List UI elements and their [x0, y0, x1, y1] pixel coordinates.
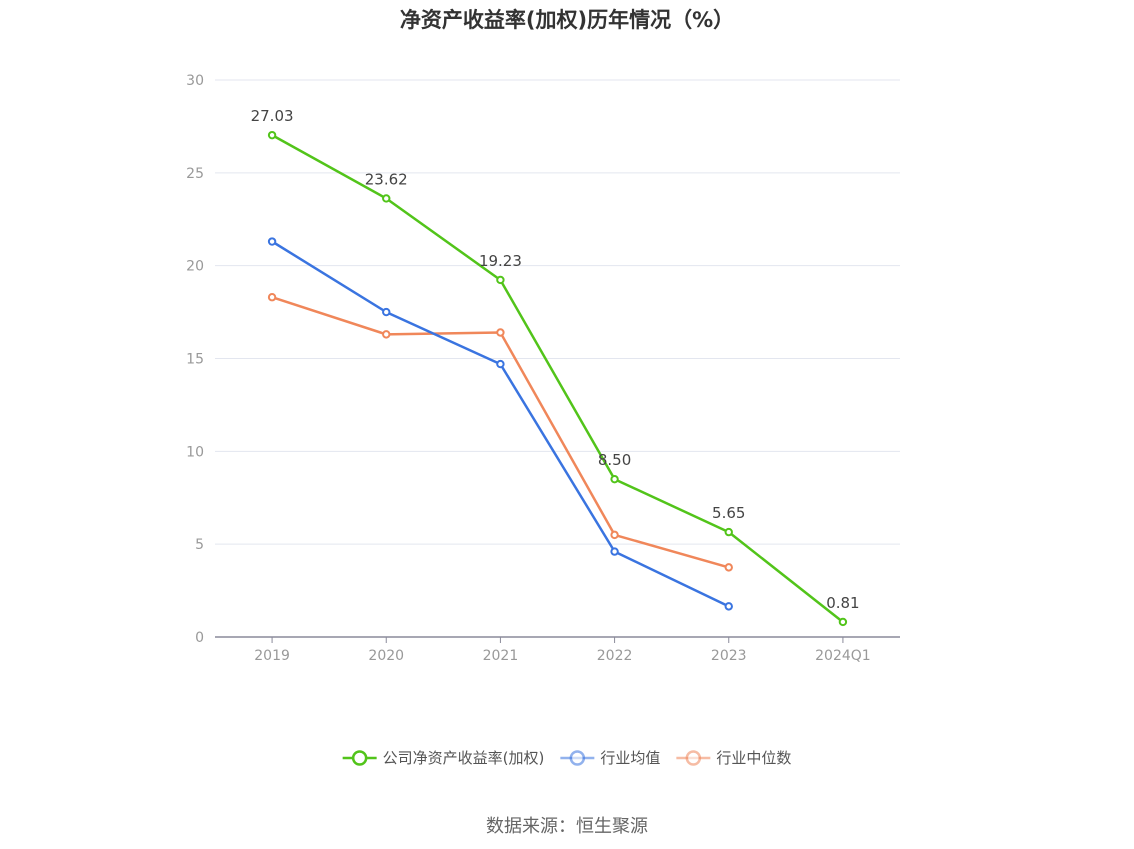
y-axis: 0 5 10 15 20 25 30: [186, 73, 204, 646]
x-axis: 2019 2020 2021 2022 2023 2024Q1: [215, 636, 900, 664]
legend-label: 行业均值: [600, 749, 660, 767]
x-tick-label-2022: 2022: [597, 648, 633, 664]
legend-item-1[interactable]: 行业均值: [560, 749, 660, 767]
legend-item-2[interactable]: 行业中位数: [676, 749, 791, 767]
legend-circle-icon: [685, 750, 702, 766]
chart-title: 净资产收益率(加权)历年情况（%）: [399, 8, 735, 32]
data-label-2021: 19.23: [479, 252, 522, 270]
data-label-2019: 27.03: [251, 107, 294, 125]
series-line-0: [271, 134, 844, 623]
point-s2-2019: [267, 293, 277, 302]
point-s0-2019: [267, 130, 277, 140]
point-s1-2021: [496, 359, 505, 369]
y-tick-label-25: 25: [186, 166, 204, 182]
y-tick-label-5: 5: [195, 537, 204, 553]
point-s1-2019: [267, 237, 277, 246]
x-tick-label-2021: 2021: [483, 648, 519, 664]
point-s2-2021: [496, 328, 505, 337]
point-s0-2021: [496, 275, 505, 285]
grid-lines: [215, 79, 900, 545]
x-tick-label-2020: 2020: [368, 648, 404, 664]
y-tick-label-20: 20: [186, 259, 204, 275]
legend-label: 公司净资产收益率(加权): [383, 749, 545, 767]
legend-label: 行业中位数: [716, 749, 791, 767]
x-tick-label-2023: 2023: [711, 648, 747, 664]
point-s1-2022: [610, 547, 619, 556]
legend-item-0[interactable]: 公司净资产收益率(加权): [342, 749, 545, 767]
data-source: 数据来源：恒生聚源: [486, 816, 648, 837]
y-tick-label-10: 10: [186, 444, 204, 460]
point-s2-2020: [382, 330, 391, 339]
point-s1-2020: [382, 307, 391, 317]
point-s2-2022: [610, 530, 619, 540]
point-s2-2023: [724, 563, 733, 572]
point-s0-2024Q1: [838, 617, 848, 627]
series-line-1: [271, 240, 730, 608]
y-tick-label-0: 0: [195, 630, 204, 646]
legend: 公司净资产收益率(加权) 行业均值 行业中位数: [342, 749, 791, 767]
data-label-2023: 5.65: [712, 504, 745, 522]
legend-circle-icon: [569, 750, 586, 766]
series-layer: [267, 130, 848, 627]
x-tick-label-2024Q1: 2024Q1: [815, 648, 871, 664]
data-label-2022: 8.50: [598, 451, 631, 469]
y-tick-label-30: 30: [186, 73, 204, 89]
data-label-2024Q1: 0.81: [826, 594, 859, 612]
point-s0-2023: [724, 527, 733, 537]
y-tick-label-15: 15: [186, 352, 204, 368]
series-line-2: [271, 296, 730, 569]
point-s0-2022: [610, 474, 619, 484]
data-labels: 27.03 23.62 19.23 8.50 5.65 0.81: [251, 107, 860, 612]
point-s0-2020: [382, 194, 391, 203]
point-s1-2023: [724, 602, 733, 611]
x-tick-label-2019: 2019: [254, 648, 290, 664]
legend-circle-icon: [351, 750, 368, 766]
data-label-2020: 23.62: [365, 170, 408, 188]
